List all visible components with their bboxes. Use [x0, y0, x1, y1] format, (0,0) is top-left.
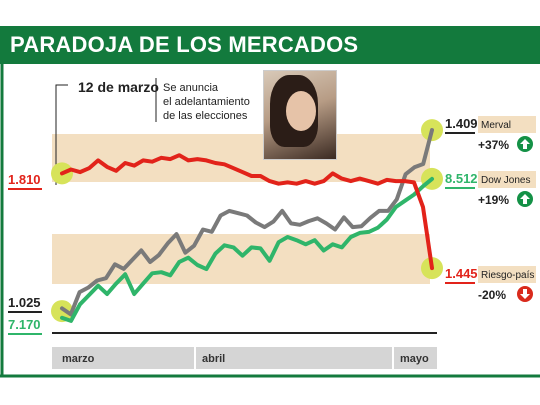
annotation-bracket	[55, 84, 68, 185]
month-label-1: abril	[202, 353, 225, 365]
change-label-riesgo-pa-s: -20%	[478, 288, 506, 302]
month-bar	[52, 347, 437, 369]
series-name-riesgo-pa-s: Riesgo-país	[481, 270, 534, 281]
annotation-text-3: de las elecciones	[163, 110, 248, 122]
month-label-0: marzo	[62, 353, 95, 365]
change-label-merval: +37%	[478, 138, 509, 152]
start-label-merval: 1.025	[8, 295, 41, 310]
photo-face	[286, 91, 316, 131]
start-highlight-low	[51, 300, 73, 323]
month-label-2: mayo	[400, 353, 429, 365]
series-name-merval: Merval	[481, 120, 511, 131]
band-lower	[52, 234, 430, 284]
name-box-merval	[478, 116, 536, 133]
end-label-dow-jones: 8.512	[445, 171, 478, 186]
start-label-riesgo: 1.810	[8, 172, 41, 187]
change-label-dow-jones: +19%	[478, 193, 509, 207]
arrow-down-glyph-riesgo-pa-s	[520, 289, 530, 299]
series-name-dow-jones: Dow Jones	[481, 175, 530, 186]
start-label-dow: 7.170	[8, 317, 41, 332]
annotation-text-1: Se anuncia	[163, 82, 219, 94]
name-box-dow-jones	[478, 171, 536, 188]
end-label-merval: 1.409	[445, 116, 478, 131]
name-box-riesgo-pa-s	[478, 266, 536, 283]
series-line-riesgo-pa-s	[60, 153, 434, 271]
arrow-up-glyph-merval	[520, 139, 530, 149]
title-bar	[0, 26, 540, 64]
series-line-dow-jones	[60, 176, 434, 323]
annotation-text-2: el adelantamiento	[163, 96, 250, 108]
portrait-photo	[263, 70, 337, 160]
end-label-riesgo-pa-s: 1.445	[445, 266, 478, 281]
chart-title: PARADOJA DE LOS MERCADOS	[10, 32, 359, 57]
arrow-up-glyph-dow-jones	[520, 194, 530, 204]
annotation-date: 12 de marzo	[78, 79, 159, 95]
band-upper	[52, 134, 430, 182]
series-line-merval	[60, 128, 434, 317]
